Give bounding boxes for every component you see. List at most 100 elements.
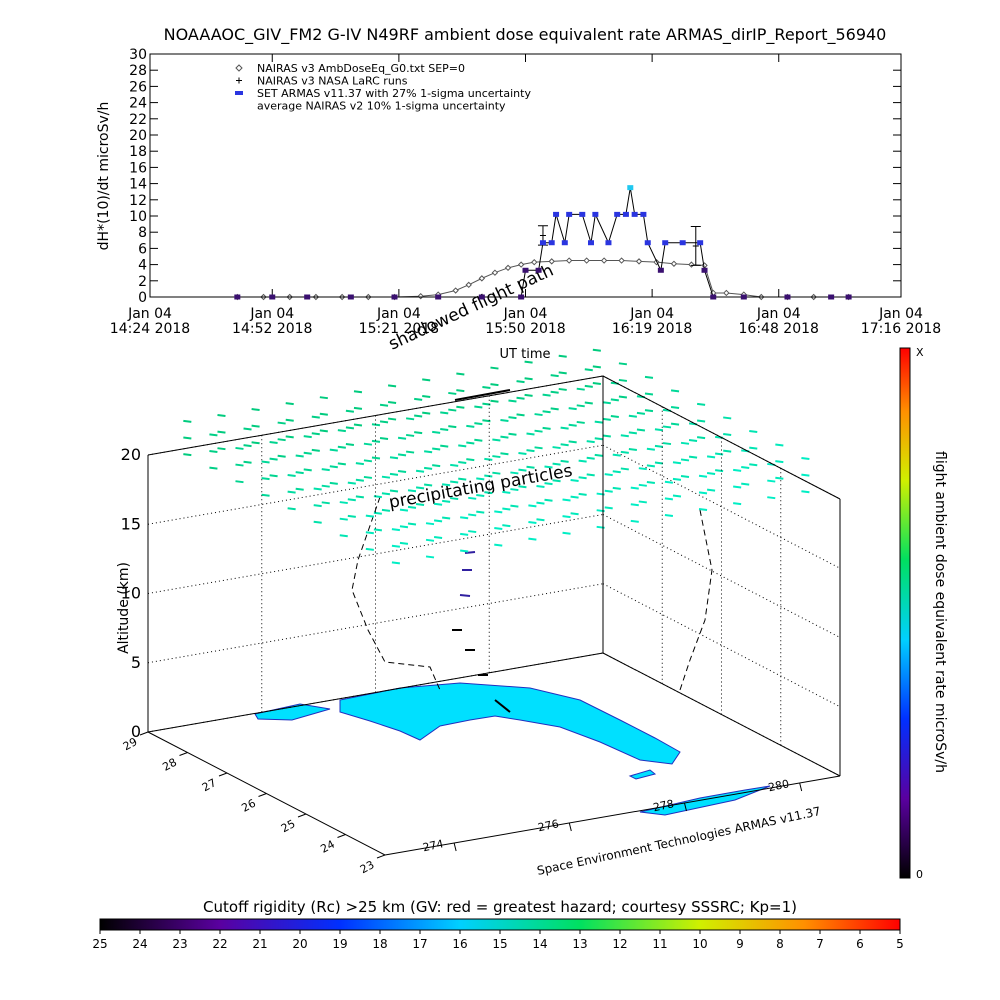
rc-colorbar <box>99 918 901 931</box>
rc-dash <box>542 393 551 397</box>
rc-dash <box>638 483 647 487</box>
rc-dash <box>536 518 545 522</box>
point <box>491 269 499 276</box>
rc-dash <box>217 413 226 417</box>
lat-tick <box>258 793 267 797</box>
rc-dash <box>379 437 389 441</box>
lon-tick-label: 274 <box>421 837 444 854</box>
point <box>517 261 525 268</box>
rc-dash <box>456 372 465 376</box>
point <box>845 294 852 300</box>
rc-dash <box>664 480 674 484</box>
rc-tick-label: 17 <box>412 937 427 951</box>
rc-dash <box>576 387 585 391</box>
box-edge <box>384 775 841 856</box>
rc-dash <box>568 407 577 411</box>
point <box>504 264 512 272</box>
rc-dash <box>696 436 706 440</box>
rc-dash <box>422 395 431 399</box>
rc-tick-label: 25 <box>92 937 107 951</box>
rc-tick-label: 20 <box>292 937 307 951</box>
rc-dash <box>662 425 672 429</box>
rc-dash <box>638 467 647 471</box>
rc-dash <box>319 396 328 400</box>
rc-dash <box>285 435 294 439</box>
rc-dash <box>484 491 493 495</box>
rc-dash <box>670 405 680 409</box>
rc-dash <box>560 426 569 430</box>
rc-dash <box>243 444 252 448</box>
rc-dash <box>269 474 278 478</box>
rc-dash <box>508 399 517 403</box>
rc-dash <box>433 535 443 539</box>
lat-tick <box>376 854 386 859</box>
rc-dash <box>654 428 664 432</box>
rc-dash <box>474 422 483 426</box>
rc-tick-label: 15 <box>492 937 507 951</box>
rc-dash <box>269 441 278 445</box>
rc-dash <box>550 374 559 378</box>
grid-line <box>602 444 841 569</box>
rc-dash <box>365 547 374 551</box>
rc-dash <box>646 464 656 468</box>
point <box>627 185 634 191</box>
rc-dash <box>644 375 654 379</box>
point <box>579 211 586 217</box>
rc-dash <box>775 443 784 447</box>
lat-tick <box>297 813 307 818</box>
rc-dash <box>680 458 690 462</box>
rc-dash <box>528 537 537 541</box>
rc-dash <box>442 483 451 487</box>
rc-dash <box>373 528 383 532</box>
rc-dash <box>558 387 567 391</box>
rc-dash <box>630 519 639 523</box>
rc-dash <box>313 520 322 524</box>
z-tick-label: 20 <box>121 445 141 464</box>
rc-dash <box>636 411 646 415</box>
y-tick-label: 12 <box>129 193 147 209</box>
rc-tick-label: 13 <box>572 937 587 951</box>
lat-tick <box>337 834 346 838</box>
rc-tick-label: 9 <box>736 937 744 951</box>
rc-tick-label: 12 <box>612 937 627 951</box>
flight-point <box>464 551 476 554</box>
rc-dash <box>672 461 682 465</box>
rc-dash <box>468 513 477 517</box>
point <box>347 294 354 300</box>
rc-dash <box>311 448 320 452</box>
point <box>535 267 542 273</box>
rc-dash <box>516 380 525 384</box>
rc-dash <box>423 466 433 470</box>
rc-dash <box>508 416 517 420</box>
rc-dash <box>628 414 637 418</box>
rc-dash <box>355 462 364 466</box>
y-tick-label: 24 <box>129 96 147 112</box>
rc-dash <box>662 442 672 446</box>
rc-dash <box>397 470 407 474</box>
grid-line <box>147 375 604 456</box>
rc-dash <box>560 459 569 463</box>
rc-dash <box>387 417 397 421</box>
rc-dash <box>476 493 485 497</box>
rc-dash <box>592 348 601 352</box>
point <box>618 257 625 264</box>
point <box>478 294 485 300</box>
rc-dash <box>552 479 561 483</box>
rc-dash <box>484 474 493 478</box>
rc-dash <box>584 401 593 405</box>
rc-dash <box>450 463 459 467</box>
rc-dash <box>303 468 312 472</box>
rc-dash <box>321 501 330 505</box>
y-tick-label: 26 <box>129 79 147 95</box>
rc-dash <box>570 479 579 483</box>
rc-dash <box>321 484 330 488</box>
rc-dash <box>466 424 475 428</box>
y-tick-label: 10 <box>129 209 147 225</box>
x-tick-label: Jan 04 <box>249 306 294 322</box>
rc-dash <box>295 454 304 458</box>
rc-dash <box>733 485 742 489</box>
rc-dash <box>183 453 192 457</box>
rc-dash <box>235 480 244 484</box>
rc-dash <box>801 457 810 461</box>
rc-dash <box>741 482 750 486</box>
